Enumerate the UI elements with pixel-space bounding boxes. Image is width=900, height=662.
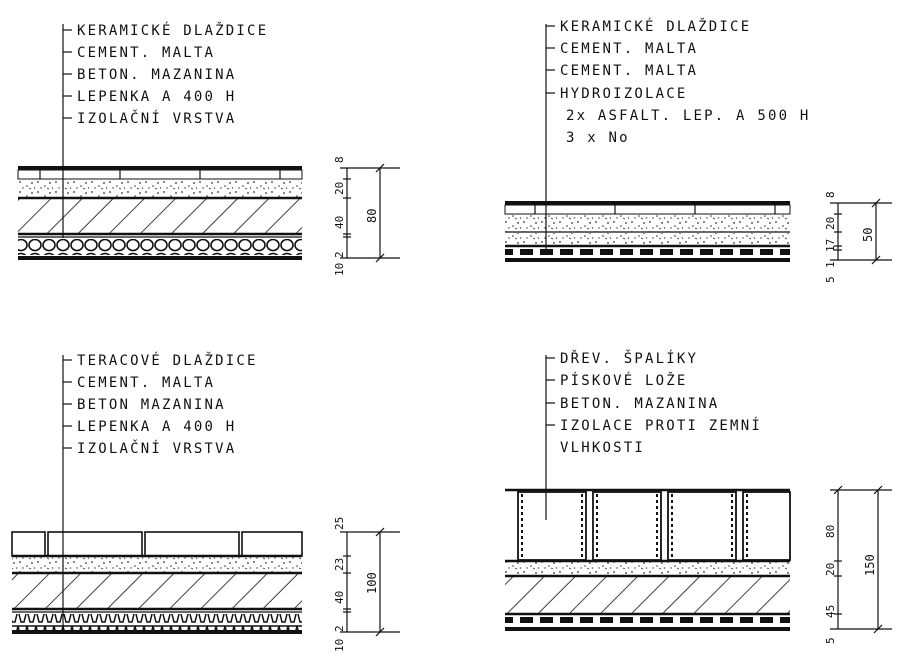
detail-d-layer-3: BETON. MAZANINA (560, 396, 719, 412)
detail-c-layer-3: BETON MAZANINA (77, 397, 226, 413)
detail-b-layer-4: HYDROIZOLACE (560, 86, 688, 102)
detail-c-layer-4: LEPENKA A 400 H (77, 419, 236, 435)
detail-b-dim-1: 5 (824, 276, 837, 283)
detail-b-dim-2: 1 (824, 261, 837, 268)
detail-a-layer-5: IZOLAČNÍ VRSTVA (77, 109, 236, 127)
detail-b-section (504, 201, 791, 262)
detail-d-dim-total: 150 (863, 554, 877, 576)
detail-b-layer-3: CEMENT. MALTA (560, 63, 698, 79)
detail-a-dim-total: 80 (365, 209, 379, 223)
detail-d-layer-5: VLHKOSTI (560, 440, 645, 456)
detail-d-dim-2: 45 (824, 605, 837, 618)
detail-c-layer-2: CEMENT. MALTA (77, 375, 215, 391)
detail-a-dim-4: 20 (333, 182, 346, 195)
detail-a-section (17, 166, 303, 260)
detail-d-section (505, 488, 791, 631)
detail-c-layer-5: IZOLAČNÍ VRSTVA (77, 439, 236, 457)
detail-c-dim-1: 10 (333, 639, 346, 652)
detail-c-dim-2: 2 (333, 625, 346, 632)
detail-a-dimensions: 10 2 40 20 8 80 (333, 156, 400, 276)
detail-a-dim-3: 40 (333, 216, 346, 229)
detail-c-dim-5: 25 (333, 517, 346, 530)
detail-c-dim-total: 100 (365, 572, 379, 594)
detail-b-dim-4: 20 (824, 217, 837, 230)
detail-c: TERACOVÉ DLAŽDICE CEMENT. MALTA BETON MA… (11, 351, 400, 652)
detail-d-dim-4: 80 (824, 525, 837, 538)
detail-b: KERAMICKÉ DLAŽDICE CEMENT. MALTA CEMENT.… (504, 17, 892, 283)
detail-d-dim-3: 20 (824, 563, 837, 576)
detail-b-leader (545, 24, 555, 250)
detail-a-dim-2: 2 (333, 251, 346, 258)
detail-c-section (11, 531, 303, 634)
detail-d-dimensions: 5 45 20 80 150 (824, 485, 892, 644)
detail-d-layer-1: DŘEV. ŠPALÍKY (560, 349, 698, 367)
detail-a: KERAMICKÉ DLAŽDICE CEMENT. MALTA BETON. … (17, 21, 400, 276)
detail-a-layer-4: LEPENKA A 400 H (77, 89, 236, 105)
detail-b-dim-5: 8 (824, 191, 837, 198)
detail-a-dim-5: 8 (333, 156, 346, 163)
detail-a-dim-1: 10 (333, 263, 346, 276)
detail-d-dim-1: 5 (824, 637, 837, 644)
detail-b-dim-total: 50 (861, 228, 875, 242)
detail-b-layer-1: KERAMICKÉ DLAŽDICE (560, 17, 751, 35)
detail-a-layer-1: KERAMICKÉ DLAŽDICE (77, 21, 268, 39)
detail-c-dimensions: 10 2 40 23 25 100 (333, 517, 400, 652)
wood-block-row (517, 491, 791, 561)
detail-a-layer-2: CEMENT. MALTA (77, 45, 215, 61)
detail-d-layer-2: PÍSKOVÉ LOŽE (560, 371, 688, 389)
detail-a-layer-3: BETON. MAZANINA (77, 67, 236, 83)
detail-b-dim-3: 17 (824, 239, 837, 252)
detail-b-layer-2: CEMENT. MALTA (560, 41, 698, 57)
detail-c-layer-1: TERACOVÉ DLAŽDICE (77, 351, 258, 369)
detail-b-dimensions: 5 1 17 20 8 50 (824, 191, 892, 283)
detail-d-leader (545, 355, 555, 520)
detail-d: DŘEV. ŠPALÍKY PÍSKOVÉ LOŽE BETON. MAZANI… (505, 349, 892, 644)
detail-c-dim-4: 23 (333, 558, 346, 571)
detail-b-layer-6: 3 x No (566, 130, 630, 146)
detail-d-layer-4: IZOLACE PROTI ZEMNÍ (560, 417, 762, 434)
detail-b-layer-5: 2x ASFALT. LEP. A 500 H (566, 108, 810, 124)
detail-c-dim-3: 40 (333, 591, 346, 604)
